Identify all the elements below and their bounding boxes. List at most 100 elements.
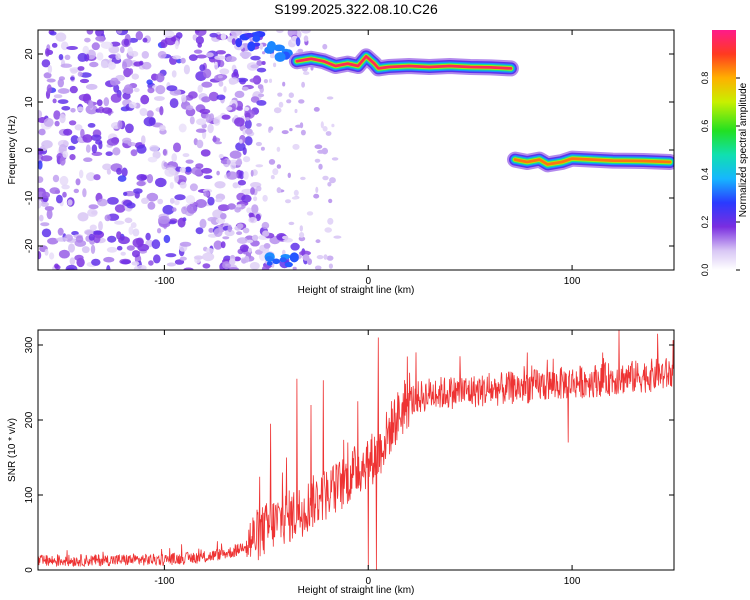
noise-blob	[193, 49, 203, 54]
noise-blob	[205, 248, 214, 254]
noise-blob	[112, 147, 121, 156]
noise-blob	[287, 172, 291, 178]
noise-blob	[91, 210, 98, 215]
noise-blob	[246, 239, 254, 243]
noise-blob	[155, 177, 167, 188]
y-tick-label: -20	[24, 238, 35, 253]
noise-blob	[236, 237, 248, 244]
noise-blob	[220, 213, 227, 220]
noise-blob	[262, 194, 268, 202]
noise-blob	[77, 52, 88, 62]
noise-blob	[185, 159, 194, 164]
noise-blob	[116, 245, 123, 251]
noise-blob	[174, 40, 179, 50]
edge-blob	[252, 35, 261, 42]
snr-y-ticks: 0 100 200 300	[24, 336, 674, 573]
noise-blob	[323, 254, 328, 260]
x-tick-label: 0	[365, 276, 371, 287]
noise-blob	[292, 266, 297, 270]
noise-blob	[326, 255, 334, 261]
noise-blob	[40, 222, 50, 227]
noise-blob	[92, 230, 103, 235]
noise-blob	[314, 265, 322, 270]
x-tick-label: -100	[154, 576, 174, 587]
noise-blob	[41, 191, 51, 199]
noise-blob	[159, 106, 164, 116]
noise-blob	[53, 94, 63, 99]
noise-blob	[122, 92, 131, 100]
noise-blob	[188, 54, 198, 61]
edge-blob	[245, 32, 254, 38]
noise-blob	[251, 204, 259, 214]
noise-blob	[226, 171, 238, 180]
noise-blob	[77, 71, 83, 77]
noise-blob	[194, 30, 207, 37]
y-tick-label: -10	[24, 190, 35, 205]
noise-blob	[58, 54, 64, 60]
noise-blob	[222, 261, 231, 270]
noise-blob	[163, 234, 171, 244]
noise-blob	[186, 105, 194, 111]
noise-blob	[236, 231, 243, 236]
noise-blob	[285, 199, 291, 204]
noise-blob	[90, 134, 102, 141]
edge-blob	[272, 258, 281, 265]
noise-blob	[147, 201, 156, 210]
noise-blob	[276, 146, 281, 152]
noise-blob	[155, 73, 165, 83]
noise-blob	[74, 254, 84, 261]
noise-blob	[314, 144, 323, 149]
noise-blob	[214, 141, 222, 145]
noise-blob	[298, 99, 305, 104]
noise-blob	[205, 113, 212, 123]
noise-blob	[157, 198, 164, 205]
noise-blob	[70, 108, 76, 113]
colorbar-tick-label: 0.6	[700, 120, 710, 133]
noise-blob	[174, 199, 180, 206]
noise-blob	[82, 188, 87, 198]
snr-frame	[37, 329, 675, 571]
noise-blob	[272, 168, 279, 176]
noise-blob	[126, 202, 136, 209]
upper-tone-trace-layer	[295, 55, 513, 70]
noise-blob	[316, 255, 324, 260]
noise-blob	[120, 46, 125, 54]
noise-blob	[203, 175, 213, 180]
x-tick-label: -100	[154, 276, 174, 287]
noise-blob	[189, 183, 198, 192]
noise-blob	[213, 240, 223, 250]
noise-blob	[213, 228, 223, 237]
noise-blob	[162, 204, 175, 215]
noise-blob	[103, 256, 115, 263]
noise-blob	[157, 51, 167, 59]
noise-blob	[205, 52, 214, 58]
noise-blob	[142, 37, 148, 43]
noise-blob	[229, 150, 242, 159]
noise-blob	[106, 138, 119, 146]
noise-blob	[261, 61, 266, 65]
noise-blob	[322, 175, 329, 181]
noise-blob	[262, 230, 270, 237]
noise-blob	[116, 167, 122, 175]
noise-blob	[85, 144, 91, 153]
noise-blob	[41, 59, 51, 68]
snr-panel: -100 0 100 0 100 200 300 Height of straight l…	[7, 329, 675, 596]
noise-blob	[306, 211, 314, 216]
noise-blob	[232, 182, 239, 189]
noise-blob	[318, 163, 323, 170]
noise-blob	[131, 261, 140, 266]
noise-blob	[96, 99, 103, 107]
noise-blob	[46, 84, 52, 94]
noise-blob	[256, 100, 267, 106]
noise-blob	[315, 239, 321, 244]
noise-blob	[172, 55, 182, 60]
noise-blob	[222, 236, 230, 240]
colorbar-label: Normalized spectral amplitude	[738, 82, 749, 217]
noise-blob	[218, 154, 224, 159]
noise-blob	[114, 220, 125, 225]
noise-blob	[79, 72, 92, 78]
noise-blob	[181, 206, 188, 215]
noise-blob	[235, 142, 246, 152]
noise-blob	[292, 143, 300, 150]
noise-blob	[313, 107, 320, 112]
